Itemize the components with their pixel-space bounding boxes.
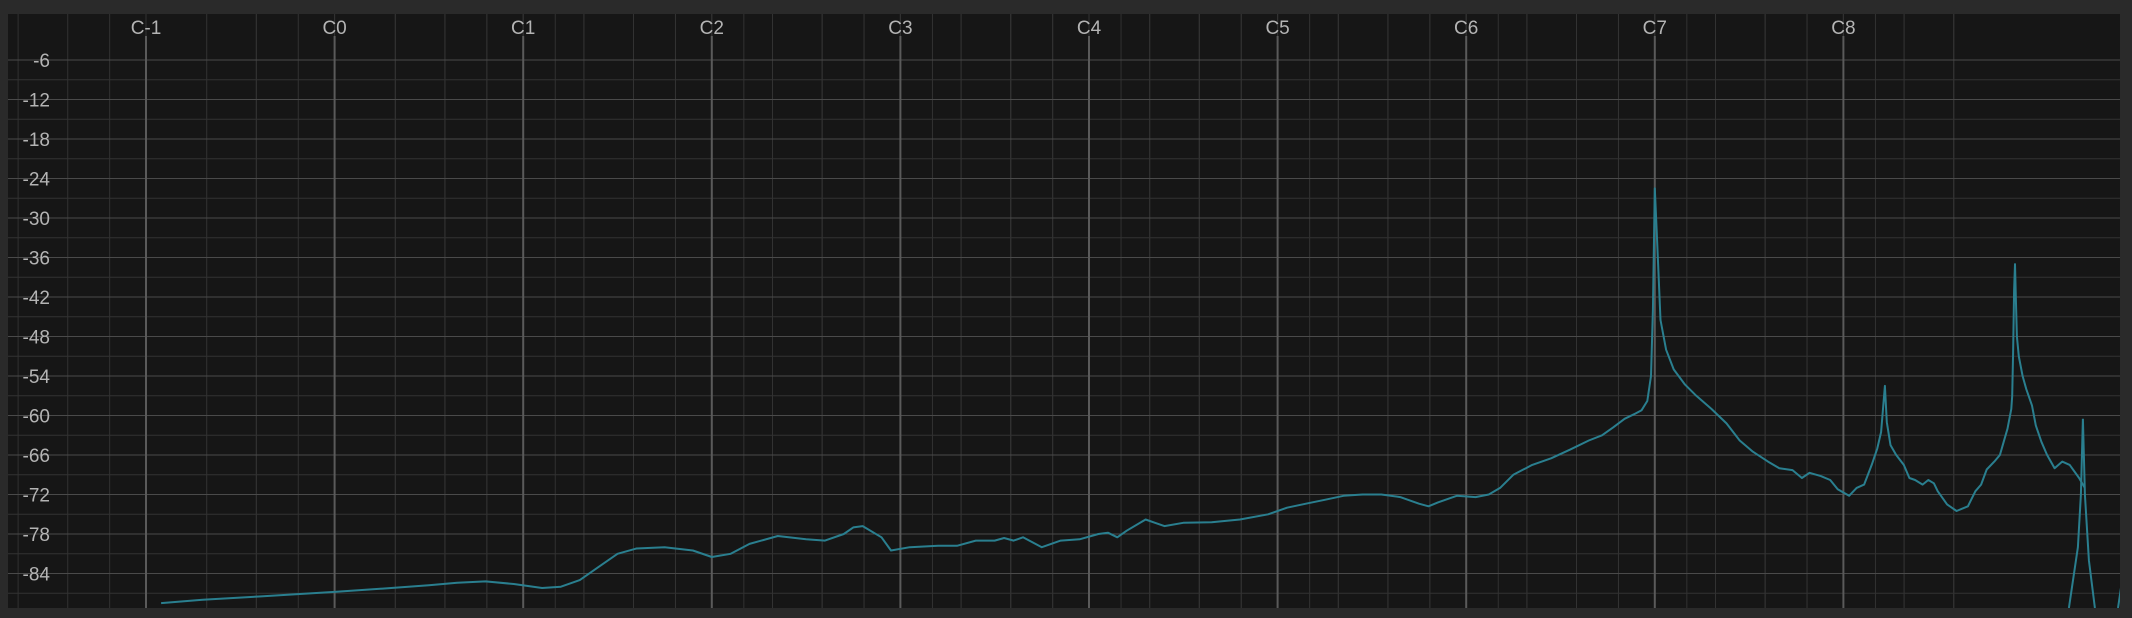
y-tick-label: -78 bbox=[23, 525, 50, 546]
spectrum-series-line bbox=[161, 187, 2086, 605]
x-tick-label: C-1 bbox=[131, 18, 162, 39]
x-tick-label: C6 bbox=[1454, 18, 1478, 39]
y-tick-label: -42 bbox=[23, 288, 50, 309]
y-tick-label: -36 bbox=[23, 249, 50, 270]
plot-background bbox=[8, 14, 2120, 608]
y-tick-label: -24 bbox=[23, 170, 51, 191]
x-tick-label: C5 bbox=[1265, 18, 1289, 39]
x-tick-label: C8 bbox=[1831, 18, 1855, 39]
y-tick-label: -18 bbox=[23, 130, 50, 151]
x-tick-label: C2 bbox=[700, 18, 724, 39]
y-tick-label: -54 bbox=[23, 367, 51, 388]
x-tick-label: C4 bbox=[1077, 18, 1102, 39]
major-gridlines bbox=[8, 59, 2120, 574]
harmonic-spike bbox=[2117, 587, 2120, 608]
y-tick-label: -66 bbox=[23, 446, 50, 467]
x-tick-label: C0 bbox=[322, 18, 346, 39]
y-tick-label: -72 bbox=[23, 486, 50, 507]
harmonic-spike bbox=[2067, 418, 2096, 608]
x-tick-label: C7 bbox=[1643, 18, 1667, 39]
y-tick-label: -12 bbox=[23, 91, 50, 112]
y-tick-label: -60 bbox=[23, 407, 50, 428]
y-axis-tick-labels: -6 -12 -18 -24 -30 -36 -42 -48 -54 -60 -66 -72 -78 -8… bbox=[23, 51, 51, 586]
x-tick-label: C3 bbox=[888, 18, 912, 39]
x-tick-label: C1 bbox=[511, 18, 535, 39]
x-axis-note-labels: C-1 C0 C1 C2 C3 C4 C5 C6 C7 C8 bbox=[131, 18, 1856, 39]
y-tick-label: -84 bbox=[23, 565, 51, 586]
y-tick-label: -30 bbox=[23, 209, 50, 230]
y-tick-label: -6 bbox=[33, 51, 50, 72]
octave-gridlines bbox=[145, 36, 1845, 608]
y-tick-label: -48 bbox=[23, 328, 50, 349]
